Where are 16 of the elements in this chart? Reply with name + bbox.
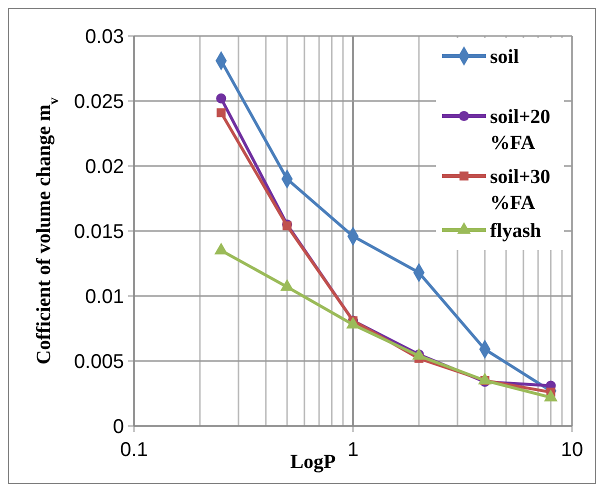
y-tick-label: 0.03	[85, 26, 124, 48]
point	[216, 93, 226, 104]
legend-label: soil	[490, 46, 520, 68]
y-tick-label: 0.01	[85, 286, 124, 308]
legend-label: soil+20 %FA	[490, 106, 550, 154]
legend-label: flyash	[490, 220, 542, 242]
y-tick-label: 0.015	[74, 221, 124, 243]
point	[216, 108, 226, 118]
y-tick-label: 0.025	[74, 91, 124, 113]
x-tick-label: 1	[347, 439, 359, 461]
x-tick-label: 10	[560, 439, 584, 461]
y-tick-label: 0.005	[74, 351, 124, 373]
y-tick-label: 0	[112, 416, 124, 438]
x-tick-label: 0.1	[120, 439, 148, 461]
y-tick-label: 0.02	[85, 156, 124, 178]
x-axis-title: LogP	[290, 451, 336, 473]
